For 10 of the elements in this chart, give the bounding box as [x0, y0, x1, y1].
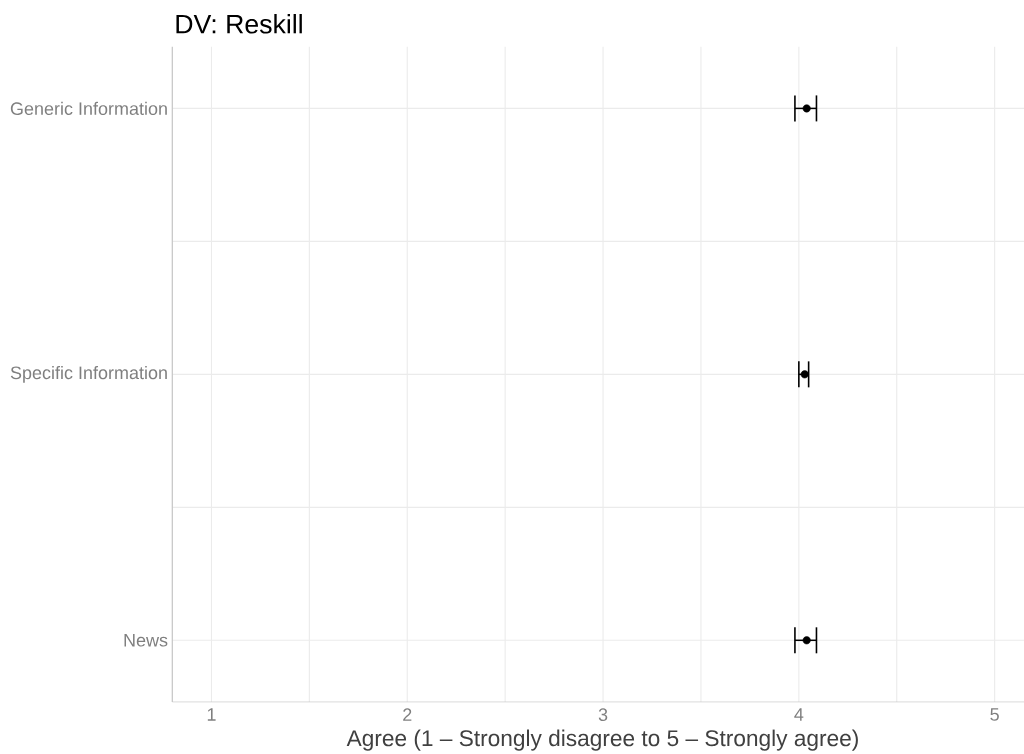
chart-title: DV: Reskill	[176, 13, 302, 34]
x-axis-title: Agree (1 – Strongly disagree to 5 – Strongly agree)	[346, 729, 858, 751]
y-tick-label: News	[124, 634, 168, 647]
x-tick-label: 4	[794, 708, 804, 721]
y-tick-label: Generic Information	[10, 101, 167, 115]
x-tick-label: 5	[990, 708, 999, 721]
x-tick-label: 2	[403, 708, 412, 721]
x-tick-label: 1	[207, 708, 216, 721]
x-tick-label: 3	[598, 708, 608, 722]
y-tick-label: Specific Information	[10, 365, 167, 383]
